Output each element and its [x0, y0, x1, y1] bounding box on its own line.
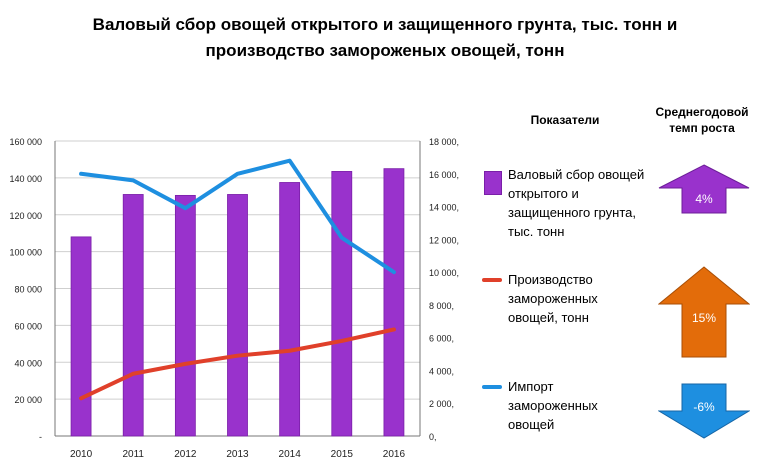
legend-item-harvest-line3: защищенного грунта, — [508, 205, 636, 220]
y-left-tick-label: 20 000 — [14, 395, 42, 405]
y-right-tick-label: 8 000, — [429, 301, 454, 311]
growth-arrow-up-harvest — [658, 164, 750, 214]
legend-item-frozen-line3: овощей, тонн — [508, 310, 589, 325]
x-tick-label: 2012 — [174, 449, 197, 460]
x-tick-label: 2013 — [226, 449, 249, 460]
legend-item-harvest-line4: тыс. тонн — [508, 224, 565, 239]
y-left-tick-label: 40 000 — [14, 358, 42, 368]
legend-item-import: Импорт замороженных овощей — [508, 377, 598, 434]
y-right-tick-label: 14 000, — [429, 203, 459, 213]
bar — [227, 194, 248, 437]
y-right-tick-label: 2 000, — [429, 399, 454, 409]
legend-swatch-bar — [484, 171, 502, 195]
x-tick-label: 2015 — [331, 449, 354, 460]
y-left-tick-label: 80 000 — [14, 285, 42, 295]
y-left-tick-label: 120 000 — [9, 211, 42, 221]
legend-item-import-line3: овощей — [508, 417, 555, 432]
growth-arrow-up-frozen — [658, 266, 750, 358]
y-right-tick-label: 16 000, — [429, 170, 459, 180]
y-left-tick-label: 160 000 — [9, 137, 42, 147]
y-left-tick-label: 60 000 — [14, 321, 42, 331]
y-right-tick-label: 12 000, — [429, 235, 459, 245]
x-tick-label: 2014 — [279, 449, 302, 460]
legend-item-harvest-line2: открытого и — [508, 186, 579, 201]
chart-title-line2: производство замороженых овощей, тонн — [205, 41, 565, 60]
legend-swatch-frozen — [482, 278, 502, 282]
chart-title: Валовый сбор овощей открытого и защищенн… — [0, 12, 770, 64]
x-tick-label: 2011 — [122, 449, 144, 460]
y-right-tick-label: 18 000, — [429, 137, 459, 147]
bar — [122, 194, 144, 437]
legend-header: Показатели — [530, 113, 600, 127]
bar — [279, 182, 301, 437]
legend-item-frozen: Производство замороженных овощей, тонн — [508, 270, 598, 327]
growth-label-import: -6% — [693, 400, 715, 414]
legend-item-harvest-line1: Валовый сбор овощей — [508, 167, 645, 182]
x-tick-label: 2016 — [383, 449, 406, 460]
y-right-tick-label: 10 000, — [429, 268, 459, 278]
bar — [70, 236, 92, 437]
growth-header-line1: Среднегодовой — [655, 105, 749, 119]
legend-item-frozen-line2: замороженных — [508, 291, 598, 306]
growth-header-line2: темп роста — [669, 121, 735, 135]
y-right-tick-label: 4 000, — [429, 366, 454, 376]
bar — [331, 171, 353, 437]
series-line-import — [79, 158, 396, 275]
bar — [174, 194, 196, 437]
growth-header: Среднегодовой темп роста — [650, 104, 754, 136]
bar — [383, 168, 405, 437]
x-tick-label: 2010 — [70, 449, 93, 460]
growth-arrow-down-import — [658, 383, 750, 439]
y-left-tick-label: 100 000 — [9, 248, 42, 258]
growth-label-harvest: 4% — [695, 192, 713, 206]
chart-title-line1: Валовый сбор овощей открытого и защищенн… — [92, 15, 678, 34]
series-line-frozen — [79, 327, 396, 401]
y-left-tick-label: - — [39, 432, 42, 442]
y-left-tick-label: 140 000 — [9, 174, 42, 184]
y-right-tick-label: 6 000, — [429, 334, 454, 344]
legend-item-frozen-line1: Производство — [508, 272, 593, 287]
legend-item-import-line2: замороженных — [508, 398, 598, 413]
growth-label-frozen: 15% — [691, 311, 717, 325]
legend-swatch-import — [482, 385, 502, 389]
y-right-tick-label: 0, — [429, 432, 437, 442]
legend-item-import-line1: Импорт — [508, 379, 554, 394]
legend-item-harvest: Валовый сбор овощей открытого и защищенн… — [508, 165, 644, 241]
